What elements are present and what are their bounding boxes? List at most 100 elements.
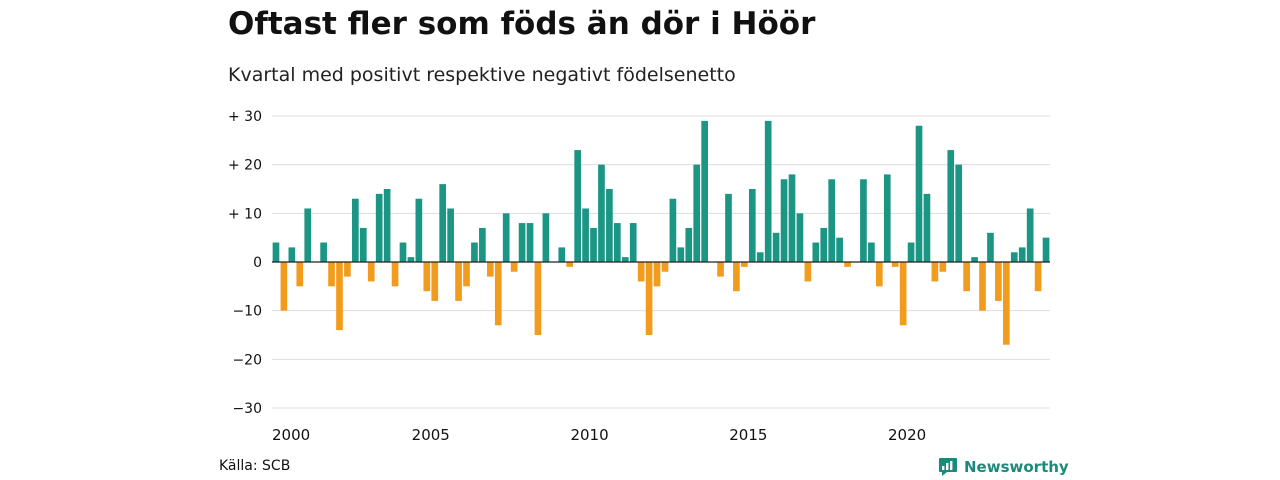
bar bbox=[328, 262, 335, 287]
bar bbox=[915, 125, 923, 262]
bar bbox=[375, 193, 383, 262]
y-tick-label: 0 bbox=[253, 255, 262, 271]
bar bbox=[701, 120, 708, 263]
newsworthy-logo-icon bbox=[939, 458, 957, 476]
bar bbox=[1010, 252, 1018, 262]
bar bbox=[542, 213, 550, 262]
bar bbox=[772, 232, 780, 262]
bar bbox=[733, 262, 740, 292]
bar bbox=[479, 227, 486, 262]
bar bbox=[741, 262, 748, 267]
bar bbox=[875, 262, 883, 287]
bar bbox=[582, 208, 589, 262]
bar bbox=[756, 252, 764, 262]
bar bbox=[963, 262, 970, 292]
bar bbox=[455, 262, 462, 301]
bar bbox=[804, 262, 812, 282]
bar bbox=[780, 179, 788, 262]
bar bbox=[574, 150, 581, 262]
bar bbox=[1003, 262, 1010, 345]
bar bbox=[931, 262, 939, 282]
bar bbox=[891, 262, 899, 267]
bar bbox=[685, 227, 693, 262]
bar bbox=[558, 247, 566, 262]
bar bbox=[590, 227, 597, 262]
bar bbox=[677, 247, 685, 262]
y-tick-label: −10 bbox=[232, 304, 262, 320]
bar bbox=[693, 164, 701, 262]
y-tick-label: −20 bbox=[232, 352, 262, 368]
bar bbox=[486, 262, 494, 277]
bar bbox=[717, 262, 724, 277]
bar bbox=[748, 189, 756, 262]
x-tick-label: 2005 bbox=[412, 426, 450, 444]
brand-logo[interactable]: Newsworthy bbox=[938, 456, 1069, 478]
bar bbox=[471, 242, 478, 262]
bar bbox=[653, 262, 661, 287]
chart-subtitle: Kvartal med positivt respektive negativt… bbox=[228, 64, 736, 86]
y-axis-ticks: + 30 + 20 + 10 0 −10 −20 −30 bbox=[228, 109, 262, 417]
bar bbox=[820, 227, 828, 262]
bar bbox=[502, 213, 510, 262]
bar bbox=[1026, 208, 1034, 262]
y-tick-label: + 10 bbox=[228, 206, 262, 222]
x-tick-label: 2020 bbox=[888, 426, 926, 444]
bar bbox=[614, 223, 621, 262]
bar bbox=[971, 257, 978, 262]
bars bbox=[272, 120, 1050, 345]
bar bbox=[883, 174, 891, 262]
bar bbox=[812, 242, 820, 262]
bar bbox=[518, 223, 526, 262]
bar bbox=[907, 242, 915, 262]
bar bbox=[621, 257, 629, 262]
bar bbox=[725, 193, 732, 262]
bar bbox=[534, 262, 542, 335]
bar bbox=[391, 262, 399, 287]
bar bbox=[352, 198, 359, 262]
bar bbox=[304, 208, 312, 262]
bar bbox=[423, 262, 431, 292]
bar bbox=[629, 223, 637, 262]
bar bbox=[923, 193, 931, 262]
bar bbox=[1042, 237, 1050, 262]
bar bbox=[336, 262, 343, 331]
x-tick-label: 2000 bbox=[272, 426, 310, 444]
bar bbox=[939, 262, 947, 272]
bar bbox=[995, 262, 1002, 301]
x-tick-label: 2010 bbox=[570, 426, 608, 444]
brand-name: Newsworthy bbox=[964, 458, 1069, 476]
bar bbox=[407, 257, 415, 262]
bar bbox=[415, 198, 423, 262]
bar bbox=[836, 237, 843, 262]
bar bbox=[868, 242, 875, 262]
bar bbox=[296, 262, 304, 287]
y-tick-label: + 20 bbox=[228, 158, 262, 174]
bar bbox=[979, 262, 986, 311]
bar bbox=[367, 262, 375, 282]
y-tick-label: −30 bbox=[232, 401, 262, 417]
bar bbox=[645, 262, 653, 335]
bar bbox=[1018, 247, 1026, 262]
bar bbox=[510, 262, 518, 272]
bar bbox=[788, 174, 796, 262]
bar bbox=[344, 262, 351, 277]
bar bbox=[899, 262, 907, 326]
bar bbox=[764, 120, 772, 263]
bar bbox=[526, 223, 534, 262]
bar bbox=[987, 232, 994, 262]
bar bbox=[955, 164, 963, 262]
bar bbox=[280, 262, 288, 311]
x-tick-label: 2015 bbox=[729, 426, 767, 444]
x-axis-ticks: 2000 2005 2010 2015 2020 bbox=[272, 426, 926, 444]
bar bbox=[494, 262, 502, 326]
bar bbox=[661, 262, 669, 272]
bar bbox=[669, 198, 677, 262]
bar bbox=[439, 184, 447, 262]
bar bbox=[399, 242, 407, 262]
bar bbox=[359, 227, 367, 262]
y-tick-label: + 30 bbox=[228, 109, 262, 125]
bar bbox=[463, 262, 470, 287]
chart-title: Oftast fler som föds än dör i Höör bbox=[228, 6, 816, 42]
bar bbox=[606, 189, 613, 262]
